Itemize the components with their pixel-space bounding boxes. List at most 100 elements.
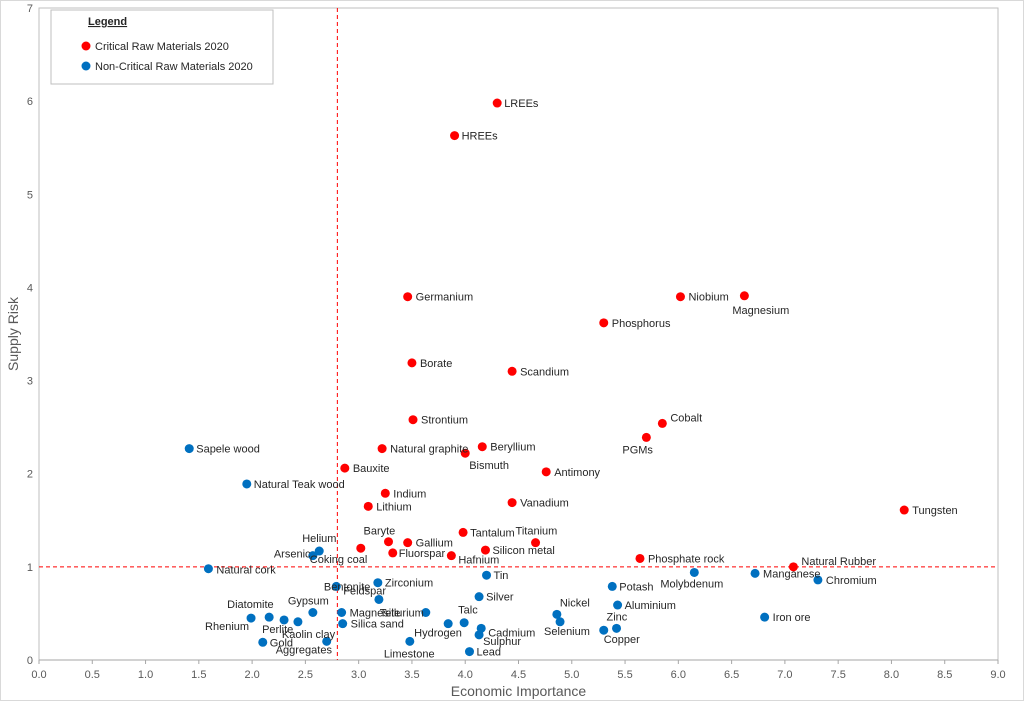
label-tantalum: Tantalum: [470, 527, 515, 539]
x-tick-label: 8.5: [937, 669, 952, 681]
label-natural-graphite: Natural graphite: [390, 444, 468, 456]
point-gold: [258, 637, 268, 647]
label-molybdenum: Molybdenum: [660, 578, 723, 590]
label-titanium: Titanium: [516, 526, 558, 538]
label-cobalt: Cobalt: [670, 412, 702, 424]
label-arsenic: Arsenic: [274, 549, 311, 561]
legend-marker-non-critical: [81, 61, 91, 71]
point-sapele-wood: [184, 444, 194, 454]
point-natural-teak-wood: [242, 479, 252, 489]
label-sulphur: Sulphur: [483, 636, 521, 648]
label-hrees: HREEs: [462, 131, 499, 143]
legend-title: Legend: [88, 16, 127, 28]
x-tick-label: 7.5: [831, 669, 846, 681]
point-perlite: [279, 615, 289, 625]
label-manganese: Manganese: [763, 568, 821, 580]
x-tick-label: 5.5: [617, 669, 632, 681]
label-iron-ore: Iron ore: [773, 612, 811, 624]
x-tick-label: 5.0: [564, 669, 579, 681]
point-manganese: [750, 568, 760, 578]
point-talc: [459, 618, 469, 628]
point-phosphate-rock: [635, 553, 645, 563]
y-tick-label: 6: [27, 96, 33, 108]
point-zirconium: [373, 578, 383, 588]
label-lrees: LREEs: [504, 98, 539, 110]
label-perlite: Perlite: [262, 624, 293, 636]
legend-label-non-critical: Non-Critical Raw Materials 2020: [95, 61, 253, 73]
y-axis-title: Supply Risk: [5, 296, 21, 371]
x-tick-label: 3.5: [404, 669, 419, 681]
label-selenium: Selenium: [544, 626, 590, 638]
point-selenium: [555, 617, 565, 627]
point-potash: [607, 581, 617, 591]
x-tick-label: 3.0: [351, 669, 366, 681]
label-zinc: Zinc: [607, 611, 628, 623]
x-tick-label: 1.5: [191, 669, 206, 681]
label-magnesite: Magnesite: [350, 607, 401, 619]
label-limestone: Limestone: [384, 648, 435, 660]
x-tick-label: 2.0: [244, 669, 259, 681]
label-natural-cork: Natural cork: [216, 565, 276, 577]
point-molybdenum: [689, 567, 699, 577]
y-tick-label: 3: [27, 376, 33, 388]
label-gallium: Gallium: [416, 538, 453, 550]
x-tick-label: 6.0: [671, 669, 686, 681]
point-diatomite: [264, 612, 274, 622]
point-phosphorus: [599, 318, 609, 328]
point-hafnium: [446, 551, 456, 561]
label-magnesium: Magnesium: [732, 305, 789, 317]
y-tick-label: 1: [27, 562, 33, 574]
point-tungsten: [899, 505, 909, 515]
point-hrees: [450, 131, 460, 141]
label-baryte: Baryte: [364, 526, 396, 538]
legend-marker-critical: [81, 41, 91, 51]
label-vanadium: Vanadium: [520, 498, 569, 510]
legend: Legend Critical Raw Materials 2020 Non-C…: [50, 9, 274, 85]
label-natural-teak-wood: Natural Teak wood: [254, 479, 345, 491]
y-tick-label: 5: [27, 189, 33, 201]
label-bentonite: Bentonite: [324, 581, 370, 593]
x-tick-label: 0.0: [31, 669, 46, 681]
point-aggregates: [322, 636, 332, 646]
label-beryllium: Beryllium: [490, 442, 535, 454]
x-tick-label: 7.0: [777, 669, 792, 681]
point-tantalum: [458, 527, 468, 537]
label-indium: Indium: [393, 488, 426, 500]
point-rhenium: [246, 613, 256, 623]
x-tick-label: 8.0: [884, 669, 899, 681]
point-natural-rubber: [788, 562, 798, 572]
point-silica-sand: [338, 619, 348, 629]
label-gold: Gold: [270, 637, 293, 649]
point-copper: [599, 625, 609, 635]
label-silicon-metal: Silicon metal: [492, 545, 554, 557]
label-zirconium: Zirconium: [385, 578, 433, 590]
point-vanadium: [507, 498, 517, 508]
label-potash: Potash: [619, 581, 653, 593]
point-bauxite: [340, 463, 350, 473]
label-rhenium: Rhenium: [205, 621, 249, 633]
point-borate: [407, 358, 417, 368]
label-phosphorus: Phosphorus: [612, 318, 671, 330]
point-hydrogen: [443, 619, 453, 629]
point-zinc: [612, 623, 622, 633]
point-fluorspar: [388, 548, 398, 558]
point-iron-ore: [760, 612, 770, 622]
point-limestone: [405, 636, 415, 646]
label-tin: Tin: [494, 570, 509, 582]
label-silver: Silver: [486, 592, 514, 604]
x-tick-label: 0.5: [85, 669, 100, 681]
label-hydrogen: Hydrogen: [414, 628, 462, 640]
point-baryte: [384, 537, 394, 547]
label-strontium: Strontium: [421, 415, 468, 427]
x-tick-label: 4.5: [511, 669, 526, 681]
point-cobalt: [657, 418, 667, 428]
point-lithium: [363, 501, 373, 511]
point-beryllium: [477, 442, 487, 452]
label-helium: Helium: [302, 533, 336, 545]
y-tick-label: 7: [27, 3, 33, 15]
label-kaolin-clay: Kaolin clay: [282, 629, 336, 641]
label-scandium: Scandium: [520, 366, 569, 378]
label-phosphate-rock: Phosphate rock: [648, 553, 725, 565]
